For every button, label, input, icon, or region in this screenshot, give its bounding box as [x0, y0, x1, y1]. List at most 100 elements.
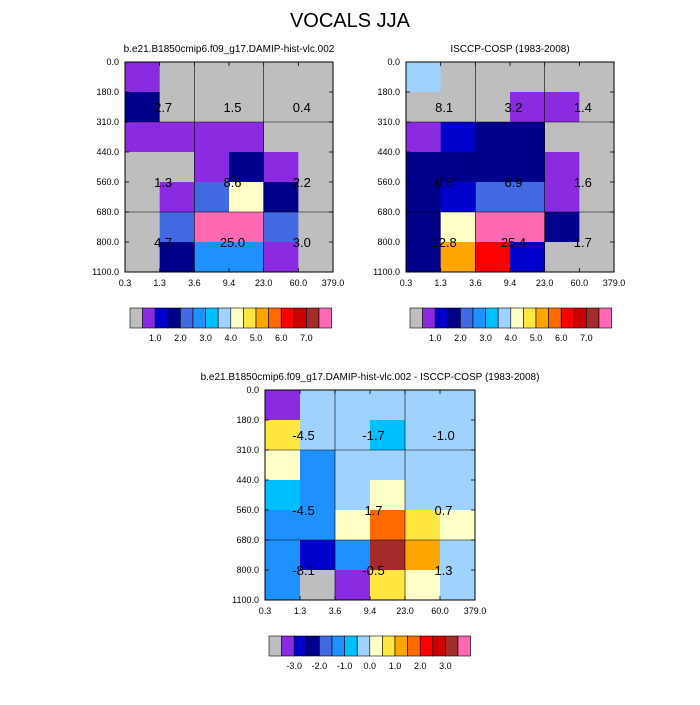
heatmap-cell: [405, 510, 441, 541]
colorbar-label: 3.0: [479, 333, 492, 343]
x-tick-label: 9.4: [504, 278, 517, 288]
colorbar-swatch: [457, 635, 471, 657]
heatmap-cell: [194, 62, 230, 93]
x-tick-label: 60.0: [290, 278, 308, 288]
x-tick-label: 23.0: [396, 606, 414, 616]
heatmap-cell: [335, 510, 371, 541]
heatmap-cell: [300, 480, 336, 511]
colorbar-swatch: [306, 307, 320, 329]
x-tick-label: 3.6: [469, 278, 482, 288]
heatmap-cell: [263, 152, 299, 183]
heatmap-cell: [298, 92, 334, 123]
colorbar-swatch: [280, 307, 295, 329]
heatmap-cell: [544, 122, 580, 153]
y-tick-label: 1100.0: [232, 595, 259, 605]
colorbar-swatch: [485, 307, 499, 329]
heatmap-cell: [406, 212, 442, 243]
x-tick-label: 9.4: [223, 278, 236, 288]
colorbar-label: 4.0: [505, 333, 518, 343]
colorbar-swatch: [523, 307, 537, 329]
colorbar-swatch: [586, 307, 600, 329]
heatmap-cell: [335, 540, 371, 571]
heatmap-cell: [510, 122, 546, 153]
cell-value-label: -8.1: [292, 563, 314, 578]
x-tick-label: 379.0: [322, 278, 345, 288]
colorbar-swatch: [472, 307, 486, 329]
y-tick-label: 800.0: [96, 237, 119, 247]
heatmap-cell: [125, 242, 161, 273]
heatmap-cell: [440, 152, 476, 183]
heatmap-cell: [475, 242, 511, 273]
y-tick-label: 310.0: [377, 117, 400, 127]
heatmap-cell: [298, 212, 334, 243]
x-tick-label: 0.3: [259, 606, 272, 616]
heatmap-cell: [544, 152, 580, 183]
x-tick-label: 0.3: [400, 278, 413, 288]
cell-value-label: 1.3: [154, 175, 172, 190]
heatmap-cell: [298, 242, 334, 273]
heatmap-cell: [510, 92, 546, 123]
colorbar-swatch: [230, 307, 244, 329]
heatmap-cell: [265, 540, 301, 571]
heatmap-cell: [544, 92, 580, 123]
heatmap-cell: [263, 122, 299, 153]
y-tick-label: 1100.0: [92, 267, 119, 277]
heatmap-cell: [440, 212, 476, 243]
heatmap-cell: [265, 480, 301, 511]
colorbar-swatch: [422, 307, 436, 329]
colorbar-swatch: [394, 635, 408, 657]
cell-value-label: 25.4: [501, 235, 526, 250]
heatmap-cell: [440, 480, 476, 511]
colorbar-label: -2.0: [312, 661, 328, 671]
cell-value-label: 0.4: [293, 100, 311, 115]
figure-title: VOCALS JJA: [289, 10, 411, 32]
y-tick-label: 180.0: [236, 415, 259, 425]
heatmap-panel-3: b.e21.B1850cmip6.f09_g17.DAMIP-hist-vlc.…: [201, 372, 540, 671]
heatmap-cell: [440, 242, 476, 273]
colorbar-swatch: [460, 307, 474, 329]
panel-title: b.e21.B1850cmip6.f09_g17.DAMIP-hist-vlc.…: [201, 372, 540, 383]
heatmap-cell: [300, 570, 336, 601]
heatmap-cell: [370, 390, 406, 421]
heatmap-cell: [159, 212, 195, 243]
heatmap-cell: [300, 540, 336, 571]
colorbar-swatch: [217, 307, 232, 329]
heatmap-cell: [475, 92, 511, 123]
colorbar: 1.0 2.0 3.0 4.0 5.0 6.0 7.0: [129, 307, 332, 343]
heatmap-cell: [300, 390, 336, 421]
heatmap-cell: [229, 242, 265, 273]
x-tick-label: 60.0: [431, 606, 449, 616]
heatmap-cell: [370, 510, 406, 541]
colorbar-swatch: [497, 307, 512, 329]
colorbar-swatch: [281, 635, 295, 657]
colorbar-swatch: [445, 635, 459, 657]
heatmap-cell: [370, 480, 406, 511]
y-tick-label: 560.0: [96, 177, 119, 187]
heatmap-cell: [125, 62, 161, 93]
cell-value-label: -4.5: [292, 428, 314, 443]
colorbar-swatch: [306, 635, 320, 657]
cell-value-label: 8.1: [435, 100, 453, 115]
colorbar-label: 1.0: [149, 333, 162, 343]
x-tick-label: 0.3: [119, 278, 132, 288]
cell-value-label: 25.0: [220, 235, 245, 250]
colorbar-swatch: [243, 307, 257, 329]
y-tick-label: 800.0: [236, 565, 259, 575]
colorbar-swatch: [432, 635, 446, 657]
y-tick-label: 440.0: [96, 147, 119, 157]
colorbar-label: 1.0: [389, 661, 402, 671]
cell-value-label: -1.0: [432, 428, 454, 443]
heatmap-cell: [194, 122, 230, 153]
heatmap-cell: [265, 510, 301, 541]
colorbar-swatch: [129, 307, 143, 329]
colorbar-swatch: [205, 307, 219, 329]
heatmap-cell: [406, 242, 442, 273]
colorbar-swatch: [535, 307, 549, 329]
heatmap-cell: [440, 182, 476, 213]
heatmap-cell: [370, 570, 406, 601]
colorbar-label: -3.0: [286, 661, 302, 671]
heatmap-panel-2: ISCCP-COSP (1983-2008) 0.3 1.3 3.6 9.4 23.0 60…: [373, 44, 625, 343]
colorbar-swatch: [192, 307, 206, 329]
heatmap-cell: [298, 122, 334, 153]
heatmap-cell: [335, 420, 371, 451]
